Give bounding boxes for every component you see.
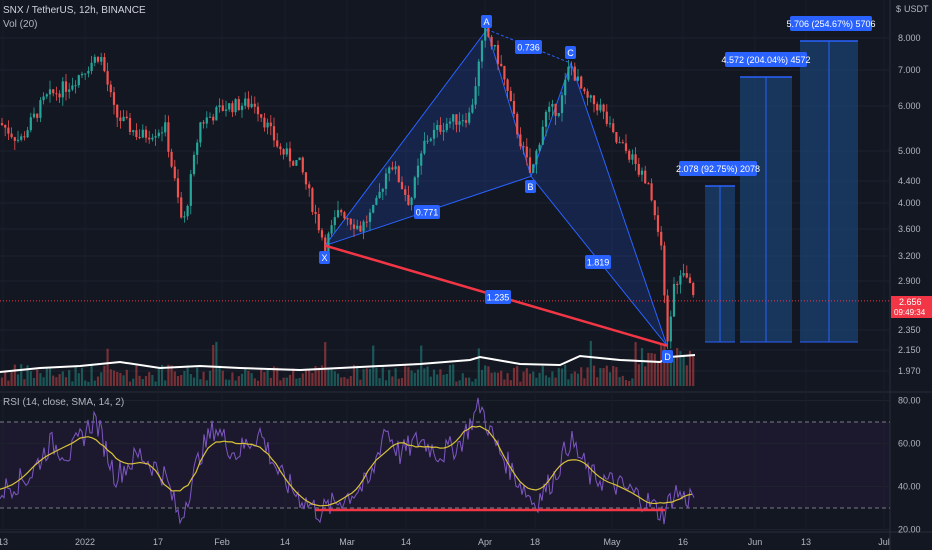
time-tick-label: 14 xyxy=(280,537,290,547)
rsi-tick-label: 80.00 xyxy=(898,396,921,406)
time-tick-label: Jun xyxy=(748,537,763,547)
time-tick-label: 18 xyxy=(530,537,540,547)
last-price-value: 2.656 xyxy=(899,297,922,307)
rsi-tick-label: 40.00 xyxy=(898,482,921,492)
time-tick-label: 13 xyxy=(0,537,8,547)
target-3-label: 5.706 (254.67%) 5706 xyxy=(786,19,875,29)
time-tick-label: May xyxy=(603,537,621,547)
candlesticks xyxy=(0,18,695,349)
time-tick-label: 2022 xyxy=(75,537,95,547)
time-tick-label: Mar xyxy=(339,537,355,547)
price-tick-label: 3.200 xyxy=(898,251,921,261)
volume-ma-line xyxy=(0,354,696,373)
time-tick-label: 16 xyxy=(678,537,688,547)
currency-icon: $ xyxy=(896,4,901,14)
price-tick-label: 4.000 xyxy=(898,198,921,208)
price-tick-label: 5.000 xyxy=(898,146,921,156)
rsi-tick-label: 60.00 xyxy=(898,439,921,449)
ratio-ab-label: 0.771 xyxy=(416,208,439,218)
time-tick-label: 17 xyxy=(153,537,163,547)
price-tick-label: 1.970 xyxy=(898,366,921,376)
countdown-value: 09:49:34 xyxy=(894,308,926,317)
ratio-labels: 0.771 0.736 1.819 1.235 xyxy=(414,40,611,304)
point-a-label: A xyxy=(483,17,489,27)
ratio-bc-label: 0.736 xyxy=(517,43,540,53)
point-d-label: D xyxy=(664,352,671,362)
price-tick-label: 4.400 xyxy=(898,176,921,186)
rsi-tick-label: 20.00 xyxy=(898,525,921,535)
target-labels: 2.078 (92.75%) 2078 4.572 (204.04%) 4572… xyxy=(676,16,876,176)
price-tick-label: 2.150 xyxy=(898,345,921,355)
target-zones xyxy=(705,40,858,343)
target-2-label: 4.572 (204.04%) 4572 xyxy=(721,55,810,65)
rsi-levels xyxy=(0,421,890,509)
price-tick-label: 7.000 xyxy=(898,65,921,75)
price-tick-label: 2.350 xyxy=(898,325,921,335)
target-1-label: 2.078 (92.75%) 2078 xyxy=(676,164,760,174)
rsi-line xyxy=(0,397,695,525)
time-axis[interactable]: 13 2022 17 Feb 14 Mar 14 Apr 18 May 16 Jun 13 Jul xyxy=(0,537,890,547)
currency-label: USDT xyxy=(904,4,929,14)
time-tick-label: Apr xyxy=(478,537,492,547)
rsi-indicator-label[interactable]: RSI (14, close, SMA, 14, 2) xyxy=(3,397,125,408)
rsi-band xyxy=(0,422,890,508)
price-tick-label: 6.000 xyxy=(898,101,921,111)
price-tick-label: 3.600 xyxy=(898,224,921,234)
symbol-title[interactable]: SNX / TetherUS, 12h, BINANCE xyxy=(3,5,146,16)
volume-indicator-label[interactable]: Vol (20) xyxy=(3,19,38,30)
point-c-label: C xyxy=(567,48,574,58)
point-b-label: B xyxy=(527,182,533,192)
last-price-badge xyxy=(891,296,932,318)
rsi-axis[interactable]: 80.00 60.00 40.00 20.00 xyxy=(898,396,921,535)
ratio-cd-label: 1.819 xyxy=(587,258,610,268)
time-tick-label: 13 xyxy=(801,537,811,547)
time-tick-label: 14 xyxy=(401,537,411,547)
price-axis[interactable]: $ USDT 8.000 7.000 6.000 5.000 4.400 4.000 3.6… xyxy=(896,4,929,376)
point-x-label: X xyxy=(321,253,327,263)
price-tick-label: 2.900 xyxy=(898,276,921,286)
time-tick-label: Feb xyxy=(214,537,230,547)
rsi-ma-line xyxy=(0,425,693,507)
price-tick-label: 8.000 xyxy=(898,33,921,43)
volume-bars xyxy=(0,340,695,386)
ratio-xd-label: 1.235 xyxy=(487,293,510,303)
time-tick-label: Jul xyxy=(878,537,890,547)
pattern-point-labels: X A B C D xyxy=(319,15,673,363)
